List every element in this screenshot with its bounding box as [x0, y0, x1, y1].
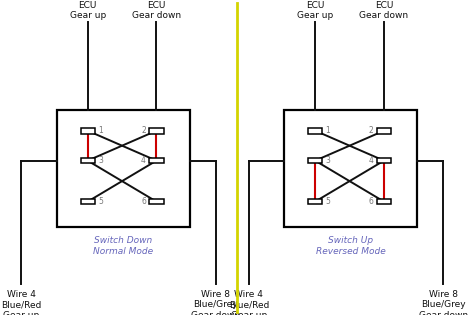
Bar: [308, 199, 322, 204]
Text: 2: 2: [369, 126, 374, 135]
Text: 5: 5: [98, 197, 103, 206]
Bar: [81, 199, 95, 204]
Bar: [377, 128, 391, 134]
Bar: [308, 158, 322, 163]
Text: 3: 3: [326, 156, 330, 165]
Text: ECU
Gear up: ECU Gear up: [297, 1, 333, 20]
Text: ECU
Gear up: ECU Gear up: [70, 1, 106, 20]
Text: ECU
Gear down: ECU Gear down: [132, 1, 181, 20]
Text: Wire 4
Blue/Red
Gear up: Wire 4 Blue/Red Gear up: [1, 290, 42, 315]
Text: 6: 6: [141, 197, 146, 206]
Text: Switch Down
Normal Mode: Switch Down Normal Mode: [93, 236, 153, 256]
Bar: [284, 110, 417, 227]
Text: 4: 4: [369, 156, 374, 165]
Bar: [149, 128, 164, 134]
Bar: [377, 199, 391, 204]
Bar: [149, 158, 164, 163]
Bar: [57, 110, 190, 227]
Bar: [149, 199, 164, 204]
Text: Wire 8
Blue/Grey
Gear down: Wire 8 Blue/Grey Gear down: [419, 290, 468, 315]
Bar: [81, 158, 95, 163]
Text: Wire 4
Blue/Red
Gear up: Wire 4 Blue/Red Gear up: [228, 290, 269, 315]
Bar: [81, 128, 95, 134]
Text: 2: 2: [141, 126, 146, 135]
Text: Wire 8
Blue/Grey
Gear down: Wire 8 Blue/Grey Gear down: [191, 290, 240, 315]
Text: Switch Up
Reversed Mode: Switch Up Reversed Mode: [316, 236, 386, 256]
Text: 1: 1: [326, 126, 330, 135]
Bar: [308, 128, 322, 134]
Text: 5: 5: [326, 197, 330, 206]
Bar: [377, 158, 391, 163]
Text: 4: 4: [141, 156, 146, 165]
Text: ECU
Gear down: ECU Gear down: [359, 1, 409, 20]
Text: 1: 1: [98, 126, 103, 135]
Text: 3: 3: [98, 156, 103, 165]
Text: 6: 6: [369, 197, 374, 206]
